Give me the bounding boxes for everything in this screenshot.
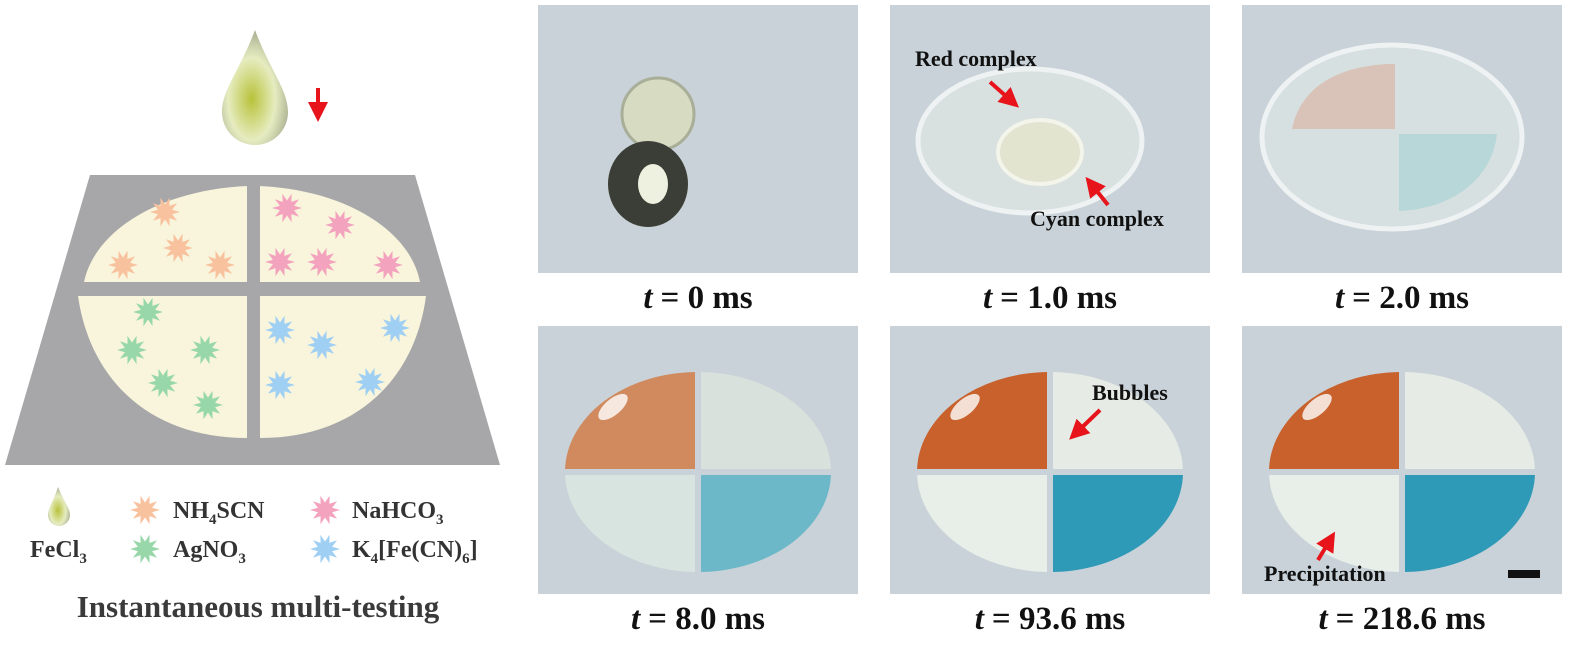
legend-star [310, 534, 340, 564]
panel: t = 2.0 ms [1242, 5, 1562, 316]
annotation-arrow [988, 80, 1019, 108]
reagent-star [265, 370, 295, 400]
time-variable: t [643, 280, 653, 316]
annotation-arrow [1085, 176, 1110, 207]
time-label: t = 1.0 ms [983, 280, 1117, 316]
time-value: = 8.0 ms [648, 601, 765, 637]
time-value: = 1.0 ms [1000, 280, 1117, 316]
legend-drop [48, 487, 70, 526]
time-value: = 0 ms [661, 280, 753, 316]
reagent-star [133, 297, 163, 327]
reagent-star [355, 367, 385, 397]
red-quadrant [1292, 64, 1395, 129]
time-variable: t [1335, 280, 1345, 316]
reagent-star [373, 250, 403, 280]
photo [538, 5, 858, 273]
legend-star [130, 534, 160, 564]
panel: t = 93.6 ms [890, 326, 1210, 637]
reagent-star [205, 250, 235, 280]
time-variable: t [631, 601, 641, 637]
gloss [598, 393, 628, 421]
annotation: Precipitation [1264, 561, 1386, 586]
legend-star [310, 495, 340, 525]
cyan-quadrant [1399, 134, 1497, 211]
photo-panels: t = 0 ms t = 1.0 ms t = 2.0 mst = 8.0 ms t = 93.… [538, 5, 1562, 637]
reagent-star [148, 368, 178, 398]
reagent-star [190, 335, 220, 365]
annotation-arrow [1316, 531, 1336, 562]
legend-label: AgNO3 [173, 537, 246, 567]
legend-label: K4[Fe(CN)6] [352, 537, 478, 567]
time-value: = 93.6 ms [992, 601, 1126, 637]
time-value: = 2.0 ms [1352, 280, 1469, 316]
schematic-title: Instantaneous multi-testing [77, 589, 440, 624]
splash-core [996, 118, 1084, 186]
reagent-markers [108, 193, 410, 564]
legend-star [130, 495, 160, 525]
reagent-star [108, 250, 138, 280]
paper-disc [78, 186, 426, 438]
reagent-star [265, 247, 295, 277]
gloss [1302, 393, 1332, 421]
time-variable: t [983, 280, 993, 316]
panel: t = 218.6 ms [1242, 326, 1562, 637]
dish [1269, 372, 1535, 572]
quadrants [1269, 372, 1535, 572]
legend-label: FeCl3 [30, 537, 87, 567]
time-label: t = 0 ms [643, 280, 752, 316]
reagent-star [380, 313, 410, 343]
schematic: FeCl3 NH4SCN NaHCO3 AgNO3 K4[Fe(CN)6] In… [5, 30, 500, 624]
legend-label: NaHCO3 [352, 498, 444, 528]
annotation-arrow [1069, 408, 1102, 440]
annotations: Red complex Cyan complex Bubbles Precipitat… [915, 46, 1540, 586]
reagent-star [193, 390, 223, 420]
annotation: Red complex [915, 46, 1037, 71]
time-value: = 218.6 ms [1336, 601, 1486, 637]
time-variable: t [1318, 601, 1328, 637]
shadow-highlight [638, 164, 668, 204]
platform [5, 175, 500, 465]
reagent-star [265, 315, 295, 345]
annotation: Cyan complex [1030, 206, 1164, 231]
time-label: t = 2.0 ms [1335, 280, 1469, 316]
gloss [950, 393, 980, 421]
droplet [620, 76, 696, 152]
panel: t = 0 ms [538, 5, 858, 316]
reagent-star [307, 330, 337, 360]
scale-bar [1508, 570, 1540, 578]
annotation: Bubbles [1092, 380, 1168, 405]
legend-label: NH4SCN [173, 498, 265, 528]
panel: t = 1.0 ms [890, 5, 1210, 316]
panel: t = 8.0 ms [538, 326, 858, 637]
reagent-star [150, 197, 180, 227]
time-label: t = 8.0 ms [631, 601, 765, 637]
time-label: t = 93.6 ms [975, 601, 1126, 637]
reagent-star [307, 247, 337, 277]
reagent-star [117, 335, 147, 365]
droplet-icon [222, 30, 288, 145]
reagent-star [272, 193, 302, 223]
time-label: t = 218.6 ms [1318, 601, 1485, 637]
time-variable: t [975, 601, 985, 637]
reagent-star [325, 210, 355, 240]
reagent-star [163, 233, 193, 263]
